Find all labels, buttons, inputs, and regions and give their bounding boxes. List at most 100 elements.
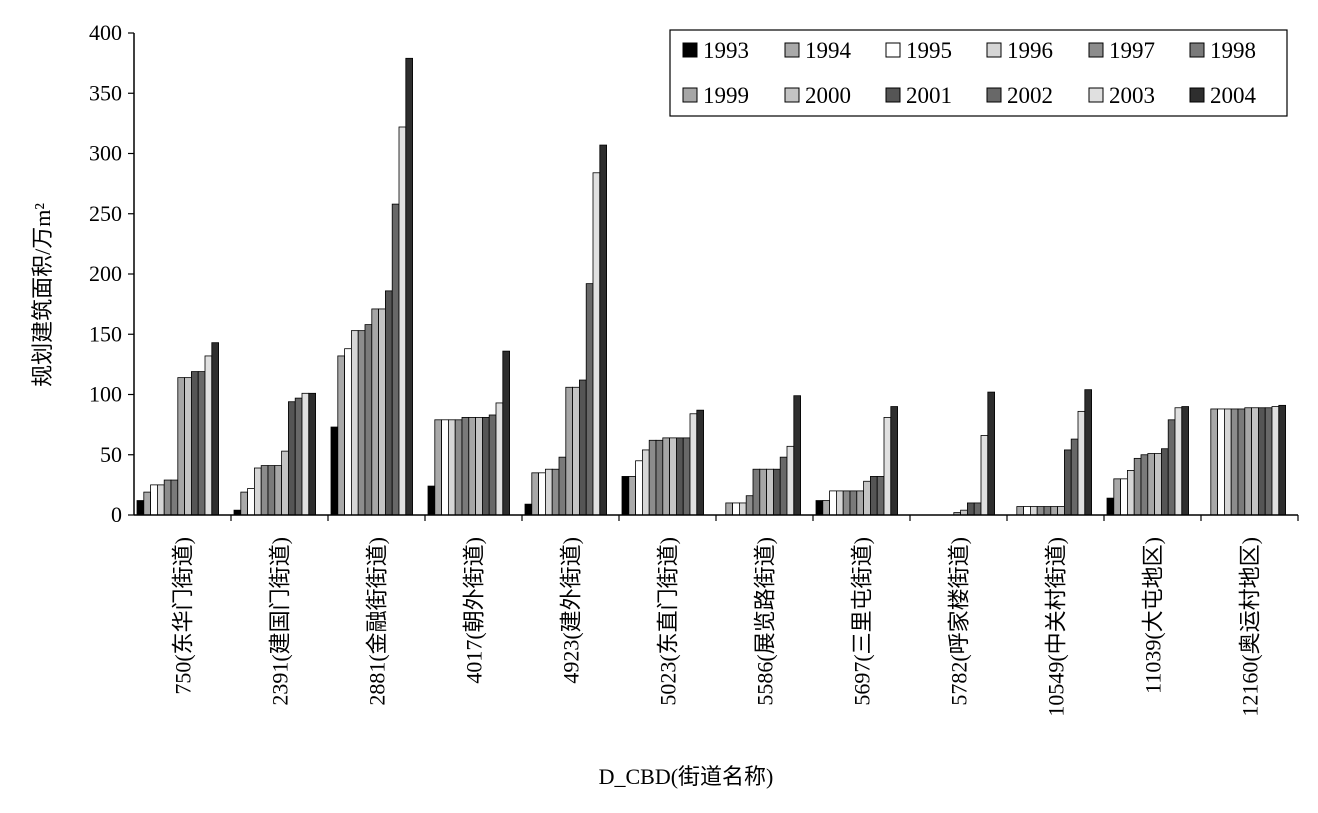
bar-2003-3 — [495, 402, 504, 516]
bar-1994-11 — [1210, 408, 1219, 516]
bar-1999-5 — [662, 437, 670, 516]
bar-1994-7 — [822, 500, 830, 516]
legend-label-2002: 2002 — [1007, 83, 1053, 108]
bar-2003-7 — [883, 416, 892, 516]
bar-1996-9 — [1030, 506, 1038, 516]
y-tick-label: 50 — [100, 442, 122, 467]
bar-1994-10 — [1113, 478, 1122, 516]
bar-1997-2 — [357, 330, 366, 516]
bar-1995-9 — [1023, 506, 1031, 516]
y-tick-label: 400 — [89, 20, 122, 45]
bar-2001-9 — [1064, 449, 1072, 516]
bar-2001-11 — [1258, 407, 1266, 516]
bar-1998-3 — [461, 416, 470, 516]
bar-2000-5 — [669, 437, 677, 516]
bar-1999-4 — [565, 386, 573, 516]
x-category-label: 5586(展览路街道) — [753, 537, 778, 706]
legend-label-1998: 1998 — [1210, 38, 1256, 63]
bar-1998-2 — [364, 324, 373, 516]
legend-label-2000: 2000 — [805, 83, 851, 108]
y-tick-label: 150 — [89, 321, 122, 346]
bar-1996-3 — [447, 419, 456, 516]
bar-2004-4 — [599, 144, 607, 516]
bar-2004-2 — [405, 57, 413, 516]
bar-2000-3 — [475, 416, 483, 516]
bar-1998-11 — [1237, 408, 1246, 516]
bar-1998-4 — [558, 456, 567, 516]
bar-2002-1 — [294, 397, 303, 516]
legend-swatch-2001 — [885, 87, 901, 103]
bar-1997-9 — [1036, 506, 1045, 516]
legend-label-1996: 1996 — [1007, 38, 1053, 63]
bar-1997-4 — [551, 468, 560, 516]
bars-layer — [136, 57, 1287, 516]
bar-1996-1 — [253, 467, 262, 516]
bar-1994-1 — [240, 491, 249, 516]
bar-2003-8 — [980, 435, 989, 516]
bar-2002-8 — [973, 502, 982, 516]
x-category-label: 4923(建外街道) — [559, 537, 584, 684]
bar-2004-11 — [1278, 404, 1287, 516]
bar-1995-1 — [247, 488, 255, 516]
bar-1998-10 — [1140, 454, 1149, 516]
bar-2001-8 — [967, 502, 975, 516]
bar-1998-0 — [170, 479, 179, 516]
y-tick-label: 100 — [89, 382, 122, 407]
y-axis-ticks: 0 50 100 150 200 250 300 350 400 — [89, 20, 134, 527]
bar-1999-11 — [1244, 407, 1253, 516]
bar-2000-9 — [1057, 506, 1065, 516]
bar-1994-5 — [628, 476, 636, 516]
bar-2004-9 — [1084, 389, 1093, 516]
bar-2001-6 — [773, 468, 781, 516]
bar-2002-11 — [1264, 407, 1273, 516]
bar-1996-5 — [642, 449, 650, 516]
legend-label-1993: 1993 — [703, 38, 749, 63]
bar-2003-2 — [398, 126, 407, 516]
bar-1994-0 — [143, 491, 152, 516]
x-category-label: 5023(东直门街道) — [656, 537, 681, 706]
bar-1998-6 — [752, 468, 761, 516]
legend-swatch-1997 — [1088, 42, 1104, 58]
y-tick-label: 0 — [111, 502, 122, 527]
bar-2000-7 — [863, 480, 871, 516]
bar-1999-9 — [1050, 506, 1059, 516]
bar-2002-4 — [585, 283, 594, 516]
bar-2000-4 — [572, 386, 580, 516]
legend-label-2004: 2004 — [1210, 83, 1257, 108]
bar-1995-11 — [1217, 408, 1225, 516]
y-tick-label: 200 — [89, 261, 122, 286]
bar-1993-10 — [1106, 497, 1115, 516]
legend-label-1994: 1994 — [805, 38, 852, 63]
bar-1996-4 — [545, 468, 553, 516]
bar-2004-1 — [308, 392, 316, 516]
bar-1999-1 — [274, 465, 282, 516]
bar-2001-1 — [287, 401, 296, 516]
x-category-label: 2391(建国门街道) — [268, 537, 293, 706]
bar-2003-0 — [204, 355, 213, 516]
bar-1998-7 — [849, 490, 858, 516]
bar-1997-7 — [842, 490, 851, 516]
bar-2002-0 — [197, 371, 206, 516]
bar-2004-6 — [793, 395, 801, 516]
legend-swatch-2002 — [986, 87, 1002, 103]
bar-2002-6 — [779, 456, 788, 516]
legend-box — [669, 29, 1288, 117]
legend-swatch-1998 — [1189, 42, 1205, 58]
bar-1998-9 — [1043, 506, 1052, 516]
x-category-label: 2881(金融街街道) — [365, 537, 390, 706]
bar-2002-10 — [1167, 419, 1176, 516]
x-axis-title: D_CBD(街道名称) — [599, 764, 774, 789]
bar-1993-4 — [524, 503, 533, 516]
bar-2001-4 — [579, 379, 587, 516]
bar-2004-10 — [1181, 406, 1190, 516]
bar-1993-3 — [427, 485, 436, 516]
bar-2004-7 — [890, 406, 898, 516]
legend-label-1999: 1999 — [703, 83, 749, 108]
legend: 1993 1994 1995 1996 1997 1998 1999 2000 2001 2002… — [669, 29, 1288, 117]
bar-2003-6 — [786, 445, 795, 516]
bar-2002-3 — [488, 414, 497, 516]
bar-2001-5 — [676, 437, 684, 516]
bar-2001-2 — [384, 290, 393, 516]
x-category-label: 5697(三里屯街道) — [850, 537, 875, 706]
